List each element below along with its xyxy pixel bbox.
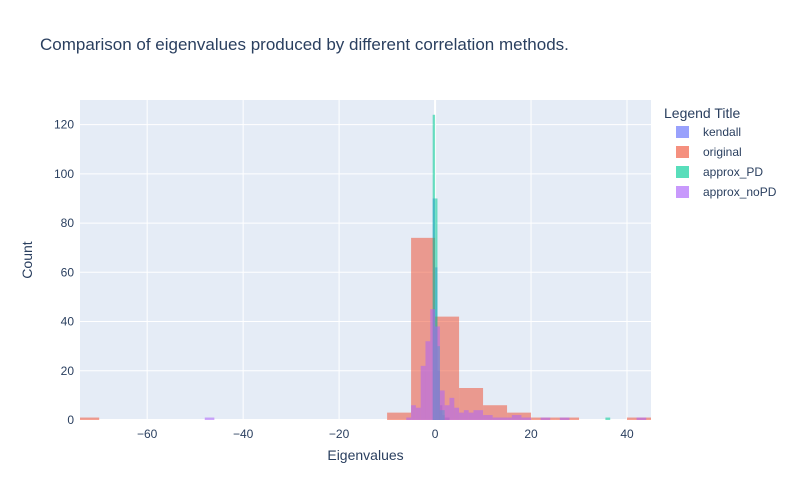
histogram-bar[interactable] <box>511 415 522 420</box>
y-tick-label: 0 <box>67 413 74 427</box>
legend: Legend Title kendall original approx_PDapp… <box>664 105 777 199</box>
legend-label: approx_noPD <box>703 185 777 199</box>
histogram-bar[interactable] <box>430 309 436 420</box>
histogram-bar[interactable] <box>459 412 464 420</box>
x-tick-label: 40 <box>620 427 634 441</box>
x-axis-ticks: −60 −40 −20 0 20 40 <box>137 427 634 441</box>
y-tick-label: 100 <box>54 167 74 181</box>
legend-label: approx_PD <box>703 165 763 179</box>
histogram-bar[interactable] <box>432 114 436 421</box>
histogram-bar[interactable] <box>444 405 450 420</box>
y-axis-title: Count <box>19 241 35 278</box>
histogram-bar[interactable] <box>420 365 426 420</box>
legend-swatch <box>676 186 689 198</box>
legend-item[interactable]: original <box>676 145 742 159</box>
histogram-bar[interactable] <box>473 410 484 420</box>
histogram-bar[interactable] <box>204 417 215 420</box>
histogram-bar[interactable] <box>636 417 647 420</box>
legend-label: kendall <box>703 125 741 139</box>
histogram-bar[interactable] <box>492 417 512 420</box>
legend-title: Legend Title <box>664 105 740 121</box>
y-tick-label: 20 <box>61 364 75 378</box>
x-tick-label: 20 <box>524 427 538 441</box>
x-tick-label: 0 <box>432 427 439 441</box>
histogram-bars <box>80 114 651 421</box>
histogram-bar[interactable] <box>435 326 440 420</box>
histogram-bar[interactable] <box>540 417 551 420</box>
legend-swatch <box>676 166 689 178</box>
y-tick-label: 80 <box>61 216 75 230</box>
histogram-bar[interactable] <box>411 405 416 420</box>
legend-item[interactable]: approx_PD <box>676 165 763 179</box>
y-tick-label: 120 <box>54 118 74 132</box>
histogram-bar[interactable] <box>605 417 611 420</box>
histogram-bar[interactable] <box>463 410 469 420</box>
histogram-bar[interactable] <box>415 407 421 420</box>
y-tick-label: 40 <box>61 315 75 329</box>
histogram-bar[interactable] <box>425 341 431 420</box>
histogram-bar[interactable] <box>449 397 455 420</box>
histogram-bar[interactable] <box>559 417 570 420</box>
histogram-bar[interactable] <box>439 390 445 420</box>
plot-background <box>80 100 651 420</box>
histogram-bar[interactable] <box>387 412 412 420</box>
y-tick-label: 60 <box>61 265 75 279</box>
histogram-bar[interactable] <box>521 417 532 420</box>
histogram-bar[interactable] <box>468 412 474 420</box>
histogram-bar[interactable] <box>454 407 460 420</box>
y-axis-ticks: 0 20 40 60 80 100 120 <box>54 118 74 427</box>
chart-title: Comparison of eigenvalues produced by di… <box>40 35 569 54</box>
x-tick-label: −40 <box>233 427 254 441</box>
series-approx-nopd <box>204 309 647 420</box>
histogram-bar[interactable] <box>483 415 493 420</box>
legend-swatch <box>676 126 689 138</box>
histogram-bar[interactable] <box>435 198 438 420</box>
legend-item[interactable]: kendall <box>676 125 741 139</box>
histogram-bar[interactable] <box>406 417 412 420</box>
x-tick-label: −60 <box>137 427 158 441</box>
histogram-bar[interactable] <box>80 417 100 420</box>
x-tick-label: −20 <box>329 427 350 441</box>
legend-swatch <box>676 146 689 158</box>
x-axis-title: Eigenvalues <box>327 447 403 463</box>
legend-item[interactable]: approx_noPD <box>676 185 777 199</box>
legend-label: original <box>703 145 742 159</box>
